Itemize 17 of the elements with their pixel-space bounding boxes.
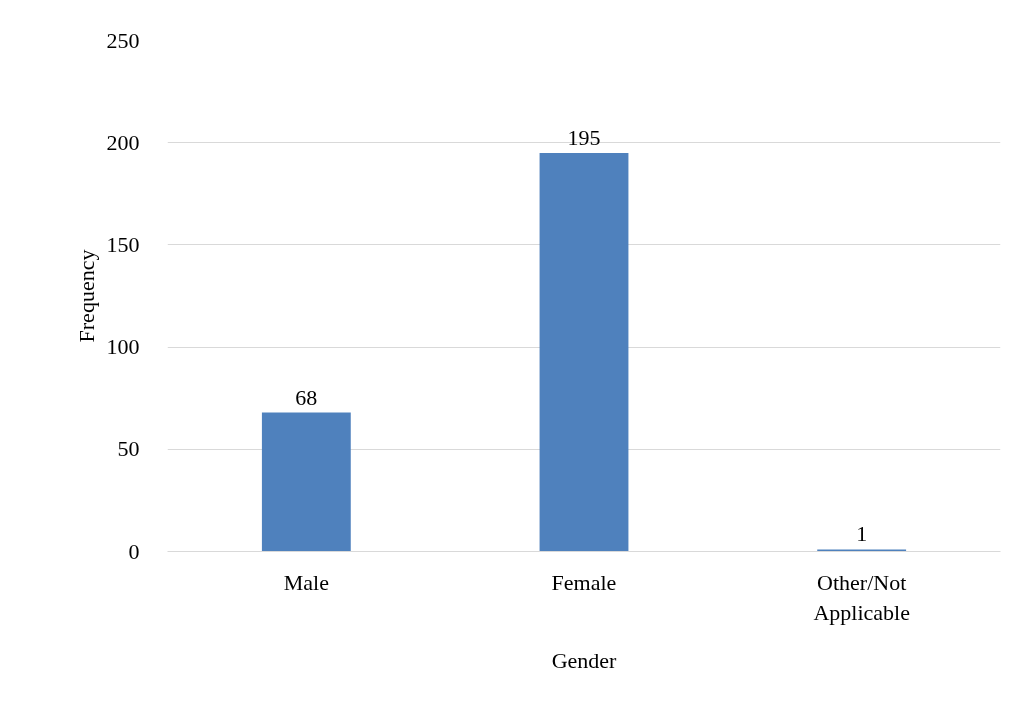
data-label: 68 xyxy=(295,384,318,410)
y-tick-label: 100 xyxy=(106,334,140,360)
data-label: 1 xyxy=(856,521,868,547)
y-tick-label: 50 xyxy=(117,436,140,462)
x-tick-label: Female xyxy=(551,569,617,595)
y-tick-label: 200 xyxy=(106,129,140,155)
bar xyxy=(539,152,629,552)
x-axis-title: Gender xyxy=(551,647,618,673)
data-label: 195 xyxy=(567,124,601,150)
bar xyxy=(817,549,907,552)
y-axis-title: Frequency xyxy=(73,249,99,343)
x-tick-label: Male xyxy=(283,569,329,595)
y-tick-label: 0 xyxy=(128,538,140,564)
y-tick-label: 250 xyxy=(106,27,140,53)
x-tick-label: Other/Not Applicable xyxy=(813,569,910,625)
bar xyxy=(261,412,351,552)
y-tick-label: 150 xyxy=(106,231,140,257)
